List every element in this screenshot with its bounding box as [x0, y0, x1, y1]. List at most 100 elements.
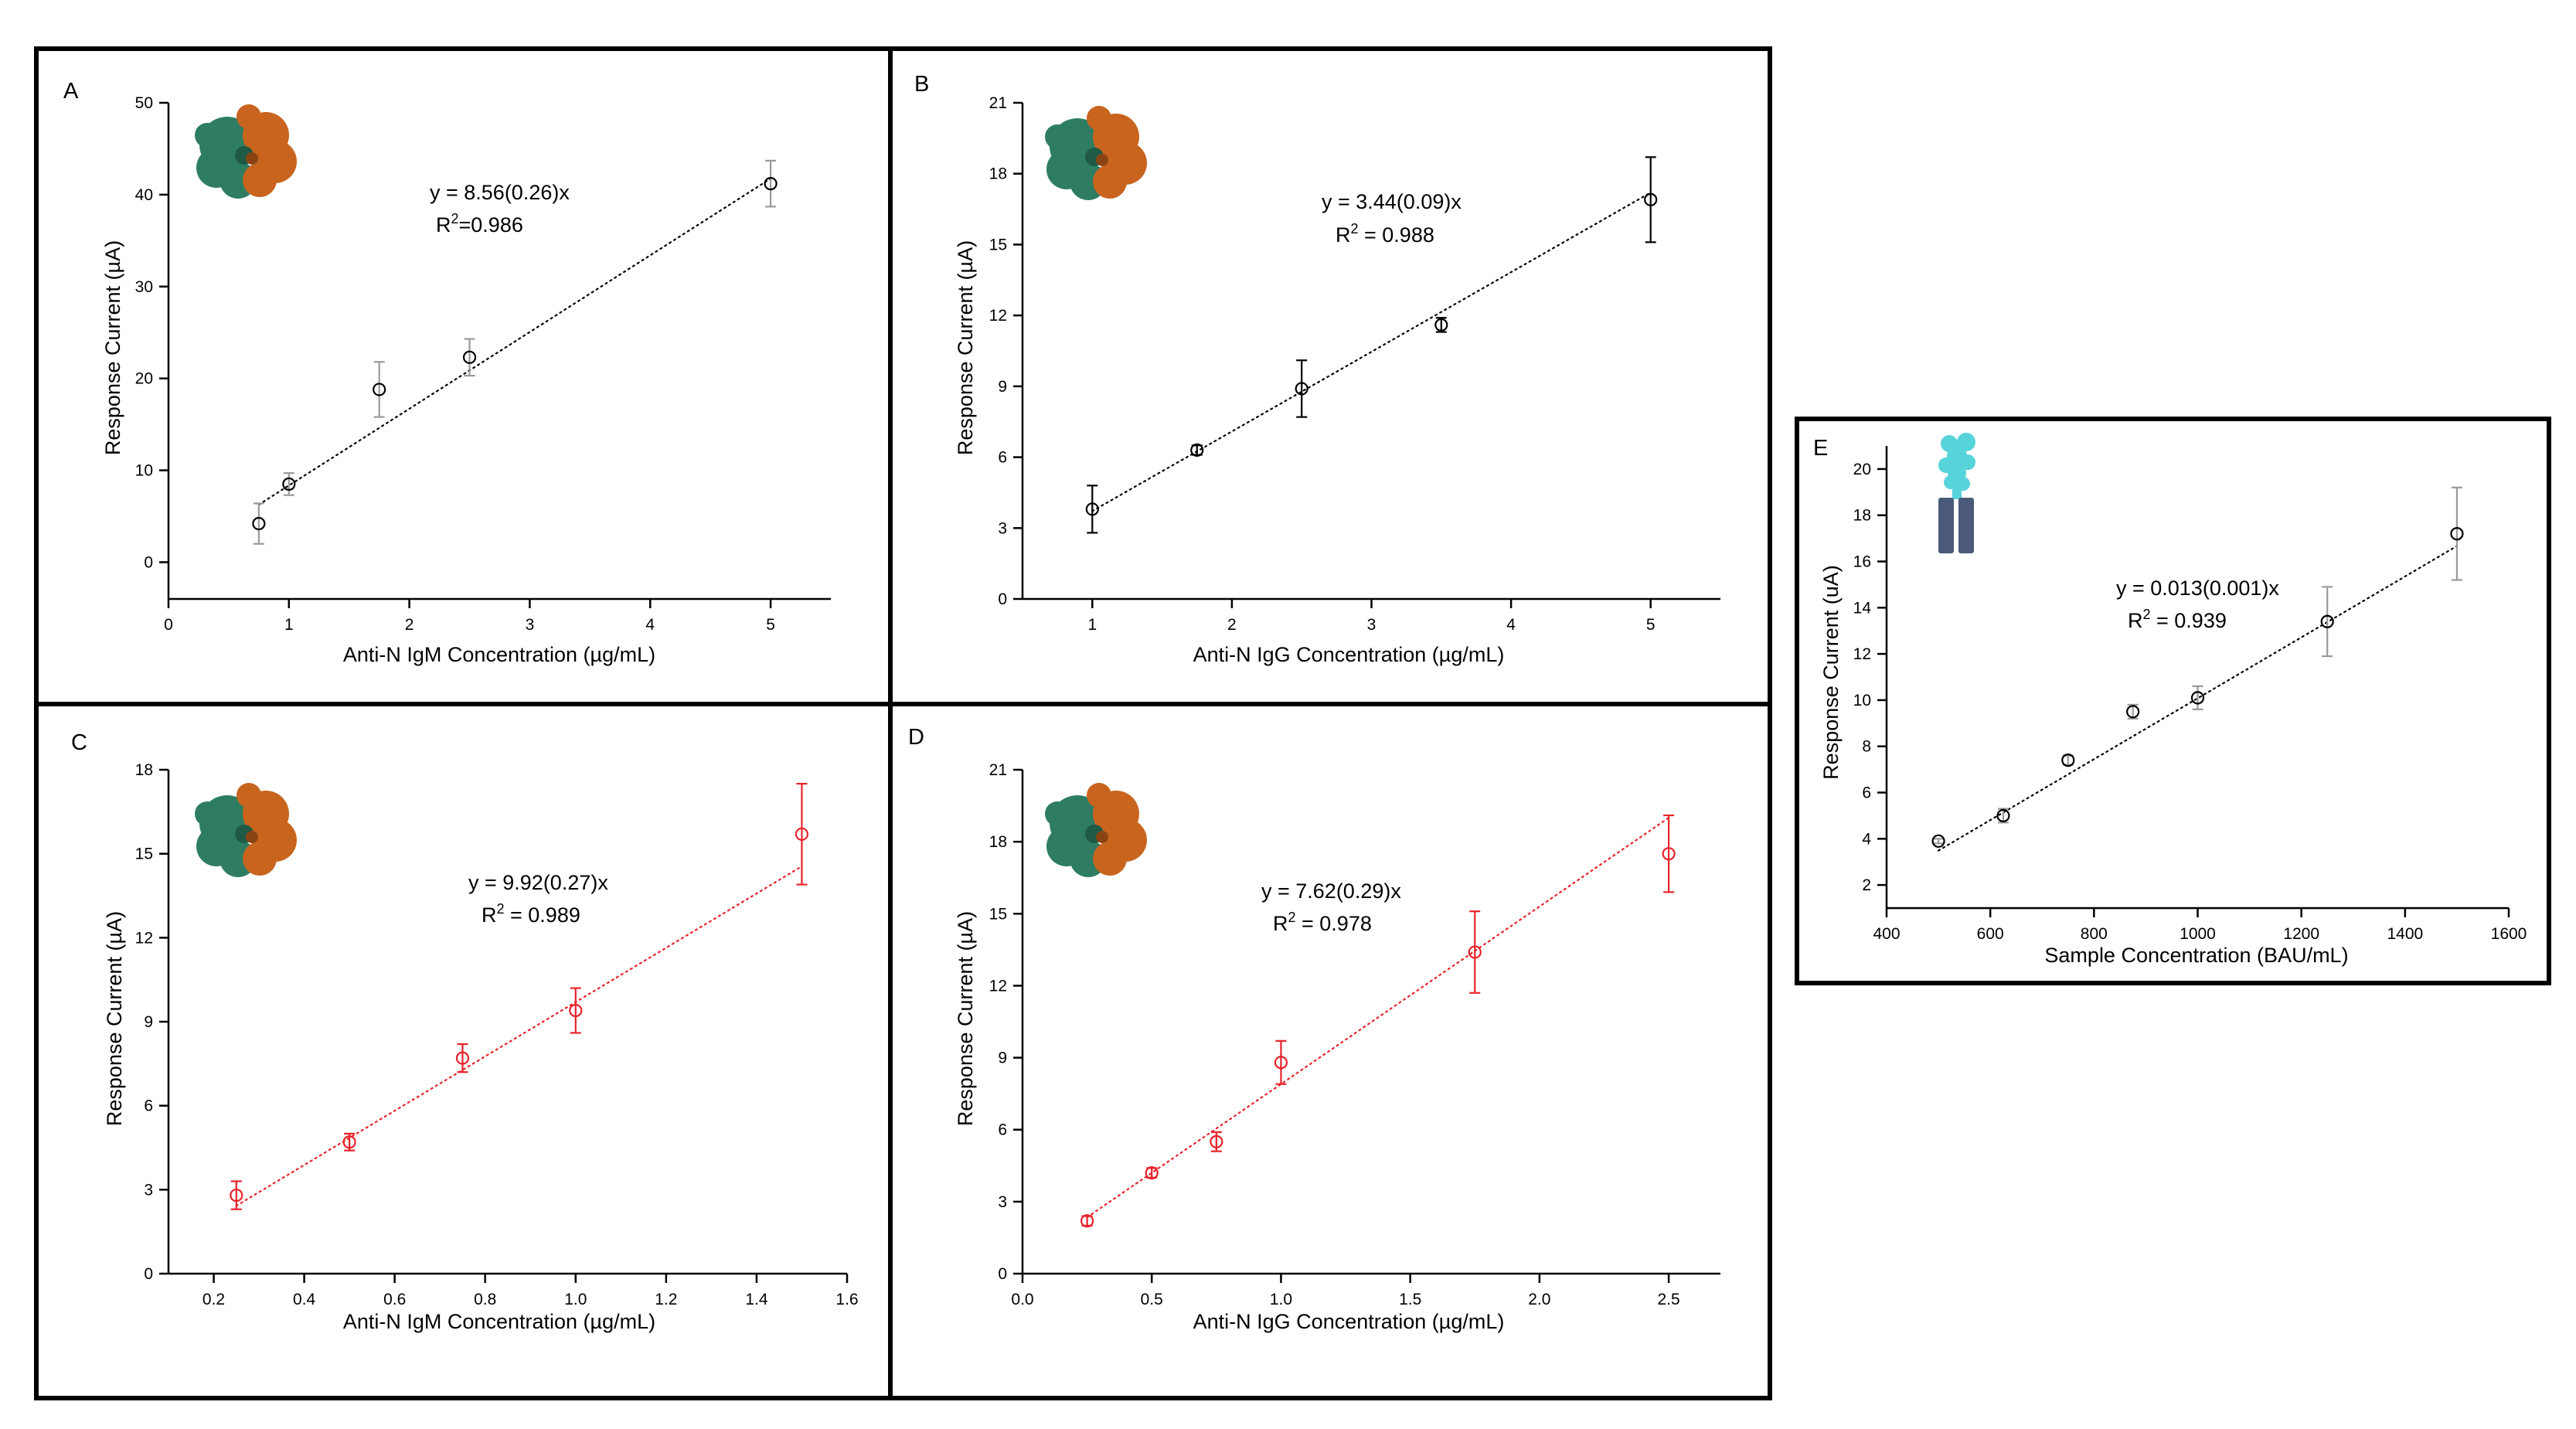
panel-e-y-tick-label: 10	[1853, 692, 1871, 709]
panel-d-plot: 0.0 0.5 1.0 1.5 2.0 2.5 0 3 6 9 12 15 18 21	[989, 761, 1720, 1308]
panel-b-data-point	[1644, 192, 1658, 206]
panel-a-data-point	[282, 477, 296, 491]
panel-e-x-tick-label: 1000	[2180, 925, 2216, 943]
panel-d-x-tick-label: 1.5	[1399, 1291, 1421, 1308]
panel-e-x-tick-label: 1200	[2283, 925, 2319, 943]
panel-d-x-tick-label: 1.0	[1270, 1291, 1292, 1308]
panel-e-y-tick-label: 14	[1853, 599, 1872, 617]
panel-e-y-tick-label: 4	[1862, 830, 1871, 848]
panel-b-error-bar	[1296, 359, 1308, 418]
panel-c-error-bar	[457, 1043, 468, 1073]
panel-d-y-tick-label: 15	[989, 905, 1007, 923]
panel-e-data-point	[2190, 691, 2205, 705]
panel-d-letter: D	[908, 725, 924, 750]
panel-b-y-tick-label: 18	[989, 165, 1007, 183]
panel-a-marks	[252, 159, 778, 545]
panel-d-y-tick-label: 3	[998, 1193, 1007, 1211]
panel-b-error-bar	[1645, 156, 1656, 243]
panel-a-y-tick-label: 30	[135, 278, 153, 296]
panel-a-fit-line	[257, 177, 772, 506]
panel-b-x-tick-label: 1	[1087, 616, 1097, 634]
panel-d-x-tick-label: 2.0	[1528, 1291, 1550, 1308]
panel-c-data-point	[230, 1188, 243, 1203]
panel-c-ylabel: Response Current (µA)	[103, 911, 126, 1126]
panel-d-marks	[1080, 814, 1676, 1228]
panel-c-r2-value: = 0.989	[505, 903, 580, 927]
panel-c-x-tick-label: 0.4	[293, 1291, 316, 1308]
panel-d-equation: y = 7.62(0.29)x	[1261, 880, 1401, 903]
panel-d-data-point	[1145, 1165, 1159, 1180]
panel-a-r2: R2=0.986	[436, 211, 523, 236]
panel-d-fit-line	[1086, 816, 1670, 1219]
panel-b-x-tick-label: 3	[1367, 616, 1376, 634]
panel-a-data-point	[373, 383, 386, 396]
panel-d-data-point	[1274, 1056, 1288, 1070]
panel-c-x-tick-label: 1.6	[835, 1291, 858, 1308]
panel-c-r2: R2 = 0.989	[482, 901, 580, 927]
panel-b-y-tick-label: 0	[998, 590, 1007, 608]
panel-e-error-bar	[2127, 703, 2139, 720]
panel-a-x-tick-label: 4	[645, 616, 655, 634]
panel-d-error-bar	[1469, 910, 1481, 994]
panel-a-error-bar	[253, 502, 264, 545]
panel-a-data-point	[764, 177, 778, 191]
panel-b-r2: R2 = 0.988	[1336, 221, 1434, 247]
panel-c-data-point	[795, 827, 809, 841]
panel-e-plot: 400 600 800 1000 1200 1400 1600 2 4 6 8 10 12 14 16 18 2…	[1853, 446, 2527, 943]
panel-b-r2-exp: 2	[1351, 221, 1359, 236]
panel-d-r2-prefix: R	[1273, 912, 1288, 935]
n-protein-icon	[1045, 783, 1147, 877]
panel-d-y-tick-label: 12	[989, 977, 1007, 995]
panel-c-x-tick-label: 0.2	[202, 1291, 225, 1308]
panel-a-x-tick-label: 2	[405, 616, 414, 634]
panel-b-x-tick-label: 2	[1227, 616, 1237, 634]
panel-d-y-tick-label: 6	[998, 1121, 1007, 1139]
panel-a-data-point	[462, 350, 477, 364]
panel-a-fit	[257, 177, 772, 506]
panel-d-ylabel: Response Current (µA)	[954, 911, 977, 1126]
panel-d-data-point	[1080, 1214, 1094, 1228]
panel-e-frame	[1795, 417, 2551, 985]
panel-c-x-tick-label: 1.2	[655, 1291, 677, 1308]
panel-e-marks	[1931, 486, 2464, 848]
panel-d-x-tick-label: 0.5	[1141, 1291, 1163, 1308]
panel-a-error-bar	[373, 361, 385, 418]
panel-c-fit	[235, 865, 803, 1207]
panel-b-x-tick-label: 5	[1646, 616, 1656, 634]
panel-b-data-point	[1085, 502, 1099, 516]
panel-e-y-tick-label: 2	[1862, 876, 1871, 894]
panel-e-r2-exp: 2	[2143, 607, 2151, 622]
panel-b-letter: B	[914, 72, 929, 97]
panel-c-y-tick-label: 15	[135, 845, 153, 863]
panel-e-y-tick-label: 6	[1862, 784, 1871, 802]
panel-d-y-tick-label: 18	[989, 833, 1007, 851]
panel-b-fit-line	[1091, 192, 1652, 512]
panel-c-letter: C	[71, 730, 87, 755]
panel-c-fit-line	[235, 865, 803, 1207]
panel-e-data-point	[2061, 754, 2075, 767]
panel-c-y-tick-label: 6	[144, 1097, 153, 1115]
panel-e-data-point	[1996, 808, 2010, 823]
panel-c-y-tick-label: 18	[135, 761, 153, 779]
panel-c-data-point	[455, 1051, 470, 1065]
panel-e-y-tick-label: 12	[1853, 645, 1871, 663]
panel-e-data-point	[1931, 834, 1945, 848]
panel-d-r2-exp: 2	[1288, 910, 1296, 925]
n-protein-icon	[1045, 106, 1147, 200]
panel-e-equation: y = 0.013(0.001)x	[2116, 577, 2279, 600]
panel-d-error-bar	[1210, 1131, 1222, 1152]
panel-e-xlabel: Sample Concentration (BAU/mL)	[2044, 944, 2348, 967]
panel-b-ylabel: Response Current (µA)	[954, 240, 977, 455]
panel-c-data-point	[569, 1003, 583, 1018]
panel-e-y-tick-label: 16	[1853, 553, 1871, 571]
panel-d-axes: 0.0 0.5 1.0 1.5 2.0 2.5 0 3 6 9 12 15 18 21	[989, 761, 1720, 1308]
panel-b-data-point	[1295, 382, 1308, 396]
panel-c-x-tick-label: 0.6	[383, 1291, 406, 1308]
panel-d-x-tick-label: 2.5	[1658, 1291, 1680, 1308]
panel-c-x-tick-label: 1.4	[745, 1291, 768, 1308]
panel-b-error-bar	[1087, 485, 1098, 534]
panel-e-x-tick-label: 800	[2081, 925, 2108, 943]
panel-c-x-tick-label: 1.0	[564, 1291, 587, 1308]
